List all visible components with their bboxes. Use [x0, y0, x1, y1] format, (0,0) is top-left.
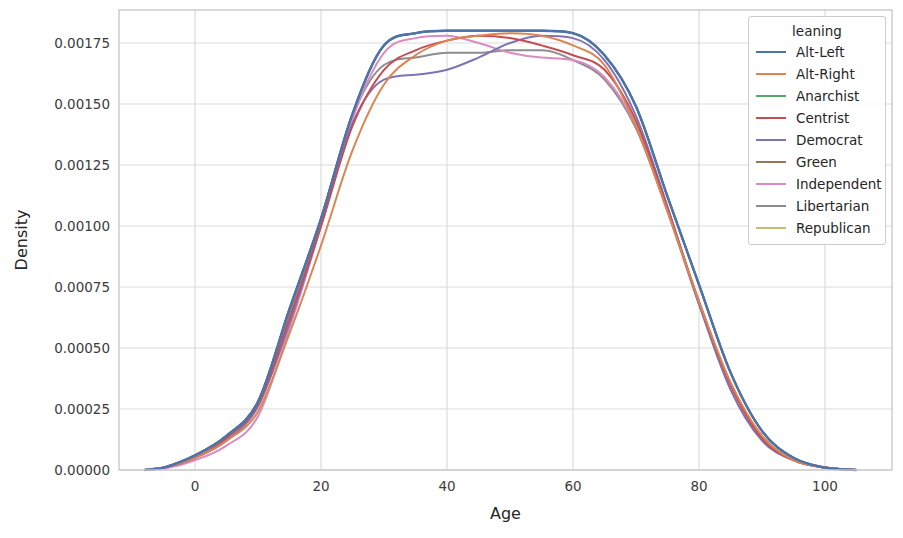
legend-swatch-centrist: [756, 117, 786, 120]
x-tick-label: 80: [690, 477, 707, 495]
legend-items: Alt-Left Alt-Right Anarchist Centrist Democr…: [749, 41, 885, 239]
legend-item-label: Centrist: [796, 110, 849, 126]
legend-swatch-green: [756, 161, 786, 164]
legend-item: Anarchist: [749, 85, 885, 107]
legend: leaning Alt-Left Alt-Right Anarchist Centri…: [748, 16, 886, 245]
legend-item-label: Independent: [796, 176, 882, 192]
y-tick-label: 0.00075: [0, 278, 110, 296]
y-tick-label: 0.00000: [0, 461, 110, 479]
x-tick-label: 60: [564, 477, 581, 495]
legend-item: Alt-Left: [749, 41, 885, 63]
y-tick-label: 0.00025: [0, 400, 110, 418]
y-axis-label: Density: [12, 210, 31, 271]
y-tick-label: 0.00175: [0, 34, 110, 52]
legend-title: leaning: [749, 21, 885, 41]
legend-item: Alt-Right: [749, 63, 885, 85]
legend-item-label: Alt-Right: [796, 66, 855, 82]
legend-item: Republican: [749, 217, 885, 239]
x-tick-label: 100: [812, 477, 838, 495]
x-tick-label: 40: [438, 477, 455, 495]
y-tick-label: 0.00150: [0, 95, 110, 113]
legend-swatch-anarchist: [756, 95, 786, 98]
legend-item: Independent: [749, 173, 885, 195]
x-tick-label: 20: [312, 477, 329, 495]
legend-item: Democrat: [749, 129, 885, 151]
legend-item-label: Republican: [796, 220, 871, 236]
legend-swatch-independent: [756, 183, 786, 186]
legend-item: Centrist: [749, 107, 885, 129]
legend-item-label: Anarchist: [796, 88, 859, 104]
legend-item-label: Alt-Left: [796, 44, 845, 60]
x-axis-label: Age: [119, 504, 892, 523]
x-tick-label: 0: [191, 477, 200, 495]
legend-swatch-alt-left: [756, 51, 786, 54]
legend-swatch-libertarian: [756, 205, 786, 208]
legend-item: Libertarian: [749, 195, 885, 217]
legend-item-label: Green: [796, 154, 837, 170]
legend-swatch-alt-right: [756, 73, 786, 76]
legend-swatch-republican: [756, 227, 786, 230]
legend-item: Green: [749, 151, 885, 173]
y-tick-label: 0.00125: [0, 156, 110, 174]
kde-density-figure: 0.000000.000250.000500.000750.001000.001…: [0, 0, 903, 538]
legend-item-label: Libertarian: [796, 198, 869, 214]
legend-item-label: Democrat: [796, 132, 863, 148]
legend-swatch-democrat: [756, 139, 786, 142]
y-tick-label: 0.00050: [0, 339, 110, 357]
